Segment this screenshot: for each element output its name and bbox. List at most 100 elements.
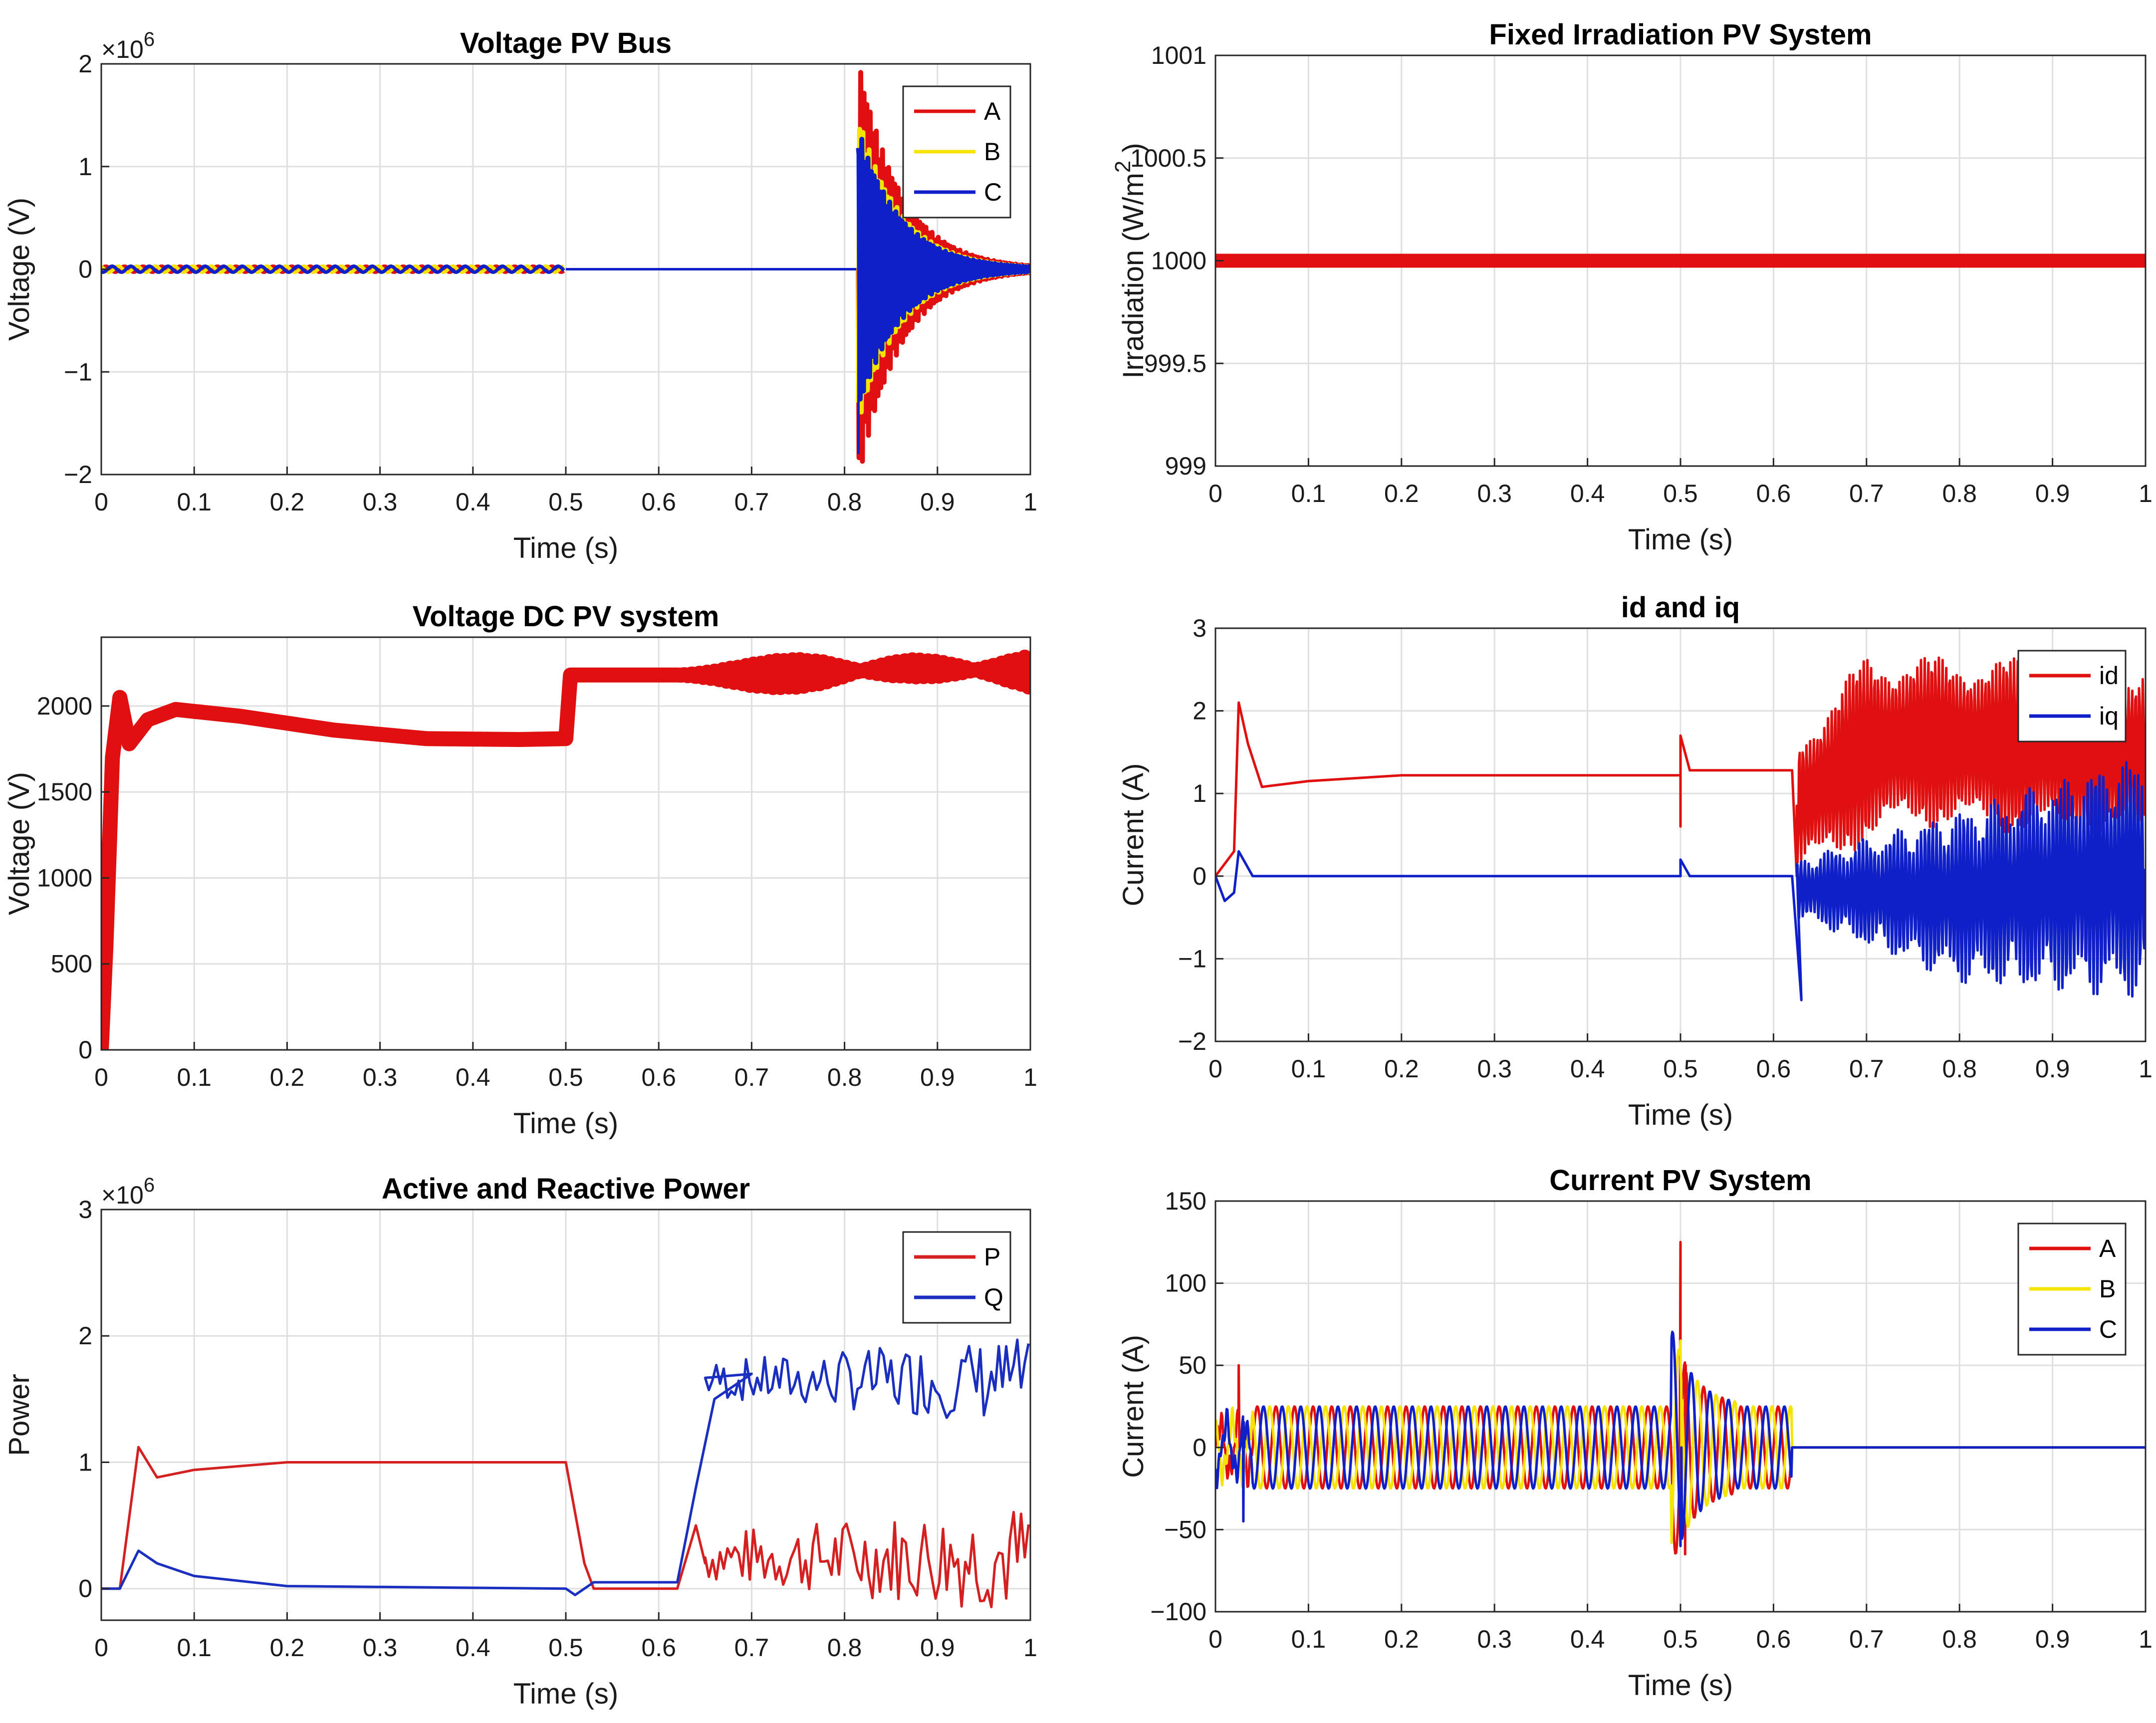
x-tick-label: 0.8 [1942,480,1977,507]
chart-current_pv_system: 0 0.1 0.2 0.3 0.4 0.5 0.6 0.7 0.8 0.9 1 −100 −50 0 50 1… [1117,1164,2153,1702]
x-tick-label: 0 [1208,1625,1222,1653]
x-tick-label: 0.6 [1756,1625,1791,1653]
y-tick-label: −50 [1164,1515,1206,1543]
x-tick-label: 0.2 [1384,1625,1419,1653]
x-tick-label: 1 [1023,1063,1037,1091]
x-tick-label: 0.5 [548,1063,583,1091]
axis-exponent-base: ×10 [101,1181,144,1209]
legend-label-C: C [2099,1315,2117,1343]
y-tick-label: 0 [78,1036,92,1064]
x-axis-label: Time (s) [513,532,618,564]
x-tick-label: 0.3 [1477,1055,1512,1083]
y-tick-label: 1000 [1151,247,1206,275]
axis-exponent-power: 6 [144,28,155,50]
y-axis-label: Current (A) [1117,763,1150,907]
y-tick-label: −2 [64,461,92,489]
chart-title: Fixed Irradiation PV System [1489,18,1872,51]
series-group [101,649,1030,1050]
legend-box [902,1231,1011,1324]
series-group [101,70,1030,464]
x-tick-label: 0.9 [2035,1625,2070,1653]
y-tick-label: 1 [1193,779,1206,807]
y-tick-label: 2 [78,50,92,78]
x-axis-label: Time (s) [1628,523,1733,556]
x-tick-label: 0.8 [827,488,862,516]
y-tick-label: 999.5 [1144,349,1206,377]
y-tick-label: 0 [1193,1434,1206,1462]
x-tick-label: 0.5 [548,1634,583,1662]
y-tick-label: 150 [1165,1187,1206,1215]
axis-exponent-power: 6 [144,1174,155,1196]
y-tick-label: 2000 [37,692,92,720]
x-tick-label: 0.2 [270,1634,305,1662]
y-tick-label: 1 [78,1448,92,1476]
series-line-iq [1215,761,2146,1001]
x-tick-label: 0.7 [1849,480,1884,507]
series-line-Q [101,1338,1030,1596]
x-tick-label: 0.8 [1942,1625,1977,1653]
y-tick-label: 3 [78,1196,92,1224]
x-tick-label: 0 [1208,480,1222,507]
x-tick-label: 0.4 [1570,480,1605,507]
y-tick-label: 0 [1193,862,1206,890]
chart-voltage_dc: 0 0.1 0.2 0.3 0.4 0.5 0.6 0.7 0.8 0.9 1 0 500 1000 150… [3,600,1037,1140]
x-tick-label: 0.3 [363,1634,398,1662]
legend-label-C: C [984,178,1002,206]
y-tick-label: 0 [78,1575,92,1603]
y-tick-label: 1000.5 [1130,144,1206,172]
x-tick-label: 0.5 [1663,1625,1698,1653]
y-axis-label: Current (A) [1117,1335,1150,1478]
y-tick-label: 1 [78,153,92,181]
x-tick-label: 0.9 [920,1063,955,1091]
legend-label-iq: iq [2099,702,2119,730]
x-tick-label: 0.7 [734,1063,769,1091]
y-tick-label: −1 [1178,945,1206,973]
chart-voltage_pv_bus: 0 0.1 0.2 0.3 0.4 0.5 0.6 0.7 0.8 0.9 1 −2 −1 0 1 2 Volt… [3,27,1037,564]
x-tick-label: 0.6 [1756,1055,1791,1083]
chart-title: Active and Reactive Power [382,1173,750,1205]
x-tick-label: 0.9 [2035,480,2070,507]
legend-box [2017,650,2127,742]
x-axis-label: Time (s) [1628,1669,1733,1702]
x-tick-label: 0.3 [1477,480,1512,507]
x-tick-label: 0.7 [1849,1055,1884,1083]
legend-label-id: id [2099,662,2119,690]
x-tick-label: 0.7 [734,1634,769,1662]
y-tick-label: 0 [78,255,92,283]
x-tick-label: 0.6 [1756,480,1791,507]
series-line-P [101,1446,1030,1608]
legend: PQ [902,1231,1011,1324]
axis-exponent: ×106 [101,1174,155,1209]
y-tick-label: 50 [1179,1351,1206,1379]
series-line-irradiation [1215,253,2146,268]
legend: ABC [2017,1223,2127,1356]
x-tick-label: 0.4 [1570,1625,1605,1653]
legend: ABC [902,85,1011,219]
x-tick-label: 0.5 [1663,1055,1698,1083]
series-line-C [101,264,565,274]
x-tick-label: 0.1 [177,488,212,516]
y-tick-label: −2 [1178,1027,1206,1055]
chart-title: Voltage DC PV system [413,600,719,633]
x-tick-label: 1 [2139,1625,2153,1653]
x-tick-label: 0.5 [548,488,583,516]
series-burst-C [856,137,1030,402]
x-tick-label: 0.6 [641,1063,676,1091]
x-tick-label: 0.1 [177,1634,212,1662]
legend-label-B: B [984,138,1000,166]
x-tick-label: 0 [1208,1055,1222,1083]
x-tick-label: 1 [2139,480,2153,507]
chart-active_reactive_power: 0 0.1 0.2 0.3 0.4 0.5 0.6 0.7 0.8 0.9 1 0 1 2 3 Active … [3,1173,1037,1710]
x-axis-label: Time (s) [1628,1099,1733,1131]
x-tick-label: 0.7 [734,488,769,516]
legend-label-P: P [984,1243,1000,1271]
legend-label-A: A [984,97,1001,125]
y-axis-label-superscript: 2 [1111,161,1135,173]
x-tick-label: 0.8 [827,1634,862,1662]
y-axis-label: Voltage (V) [3,198,35,341]
y-axis-label-close: ) [1117,143,1150,160]
y-tick-label: 500 [51,950,92,978]
x-tick-label: 0.8 [1942,1055,1977,1083]
x-tick-label: 0.3 [363,488,398,516]
x-tick-label: 0.6 [641,1634,676,1662]
